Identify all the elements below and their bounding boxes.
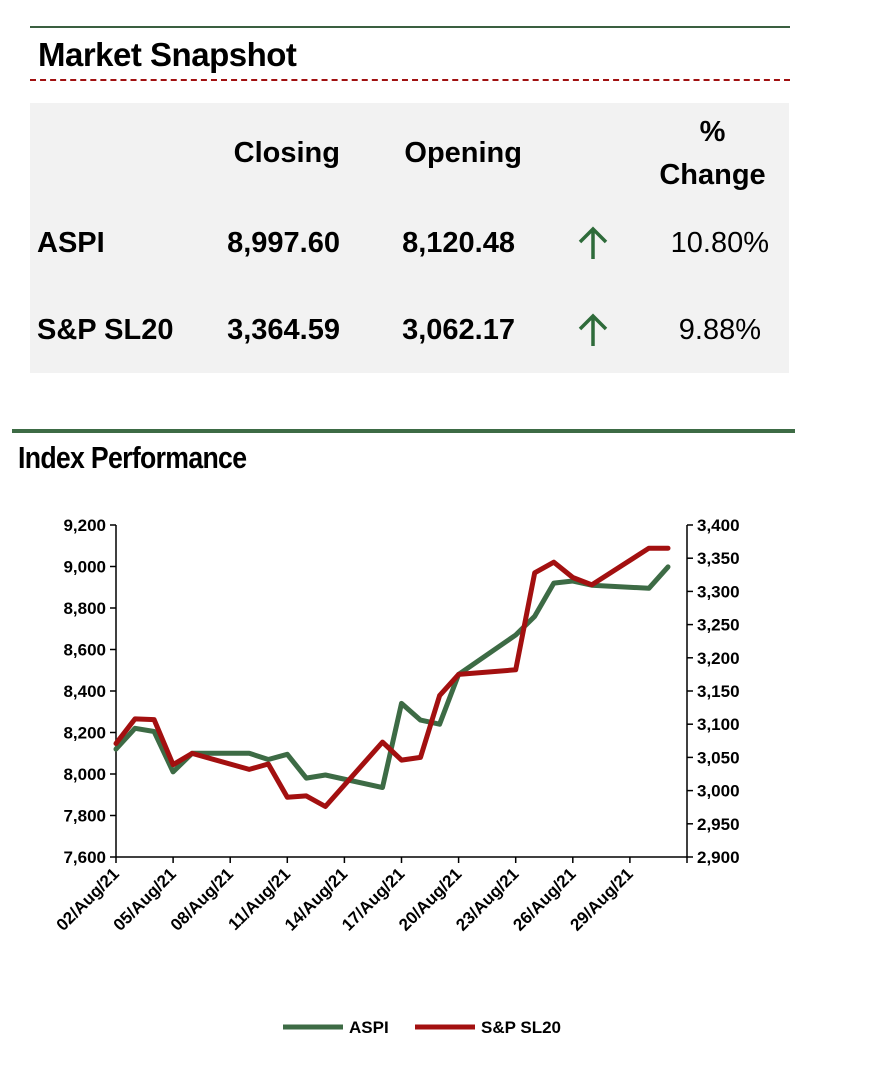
x-tick-label: 08/Aug/21 xyxy=(167,864,237,934)
row-closing-aspi: 8,997.60 xyxy=(227,227,340,259)
row-opening-sp-sl20: 3,062.17 xyxy=(402,314,515,346)
legend-label-aspi: ASPI xyxy=(349,1018,389,1037)
index-performance-chart: 7,600 7,800 8,000 8,200 8,400 8,600 8,800 9,000… xyxy=(53,516,740,1037)
chart-series xyxy=(113,545,671,809)
y-left-tick-label: 9,000 xyxy=(63,558,106,577)
x-tick-label: 29/Aug/21 xyxy=(567,864,637,934)
y-right-tick-label: 3,200 xyxy=(697,649,740,668)
y-right-tick-label: 3,350 xyxy=(697,549,740,568)
header-change: Change xyxy=(659,159,766,191)
row-change-aspi: 10.80% xyxy=(670,227,769,259)
y-left-tick-label: 8,000 xyxy=(63,765,106,784)
top-rule xyxy=(30,26,790,28)
up-arrow-icon xyxy=(578,226,608,259)
up-arrow-icon xyxy=(578,313,608,346)
y-left-tick-label: 8,400 xyxy=(63,682,106,701)
dashed-rule xyxy=(30,79,790,81)
y-left-tick-label: 8,800 xyxy=(63,599,106,618)
market-snapshot-table: Closing Opening % Change ASPI 8,997.60 8… xyxy=(30,103,789,373)
y-right-tick-label: 3,250 xyxy=(697,616,740,635)
y-left-tick-label: 8,600 xyxy=(63,641,106,660)
y-right-tick-label: 3,050 xyxy=(697,748,740,767)
market-snapshot-title: Market Snapshot xyxy=(38,36,297,73)
legend-label-sp-sl20: S&P SL20 xyxy=(481,1018,561,1037)
row-name-sp-sl20: S&P SL20 xyxy=(37,314,174,346)
index-performance-title: Index Performance xyxy=(18,440,247,475)
y-right-tick-label: 3,000 xyxy=(697,782,740,801)
header-closing: Closing xyxy=(233,137,340,169)
row-closing-sp-sl20: 3,364.59 xyxy=(227,314,340,346)
y-right-tick-label: 3,100 xyxy=(697,715,740,734)
y-left-tick-label: 7,600 xyxy=(63,848,106,867)
y-right-tick-label: 2,900 xyxy=(697,848,740,867)
series-line-aspi xyxy=(113,564,671,790)
row-name-aspi: ASPI xyxy=(37,227,105,259)
y-right-tick-label: 3,400 xyxy=(697,516,740,535)
row-change-sp-sl20: 9.88% xyxy=(678,314,761,346)
header-opening: Opening xyxy=(404,137,522,169)
y-right-tick-label: 3,300 xyxy=(697,582,740,601)
row-opening-aspi: 8,120.48 xyxy=(402,227,515,259)
y-left-tick-label: 7,800 xyxy=(63,807,106,826)
section-rule xyxy=(12,429,795,433)
header-pct-symbol: % xyxy=(699,116,726,148)
y-left-tick-label: 8,200 xyxy=(63,724,106,743)
y-right-tick-label: 2,950 xyxy=(697,815,740,834)
y-left-tick-label: 9,200 xyxy=(63,516,106,535)
chart-legend: ASPI S&P SL20 xyxy=(283,1018,561,1037)
series-line-sp-sl20 xyxy=(113,545,671,809)
y-right-tick-label: 3,150 xyxy=(697,682,740,701)
